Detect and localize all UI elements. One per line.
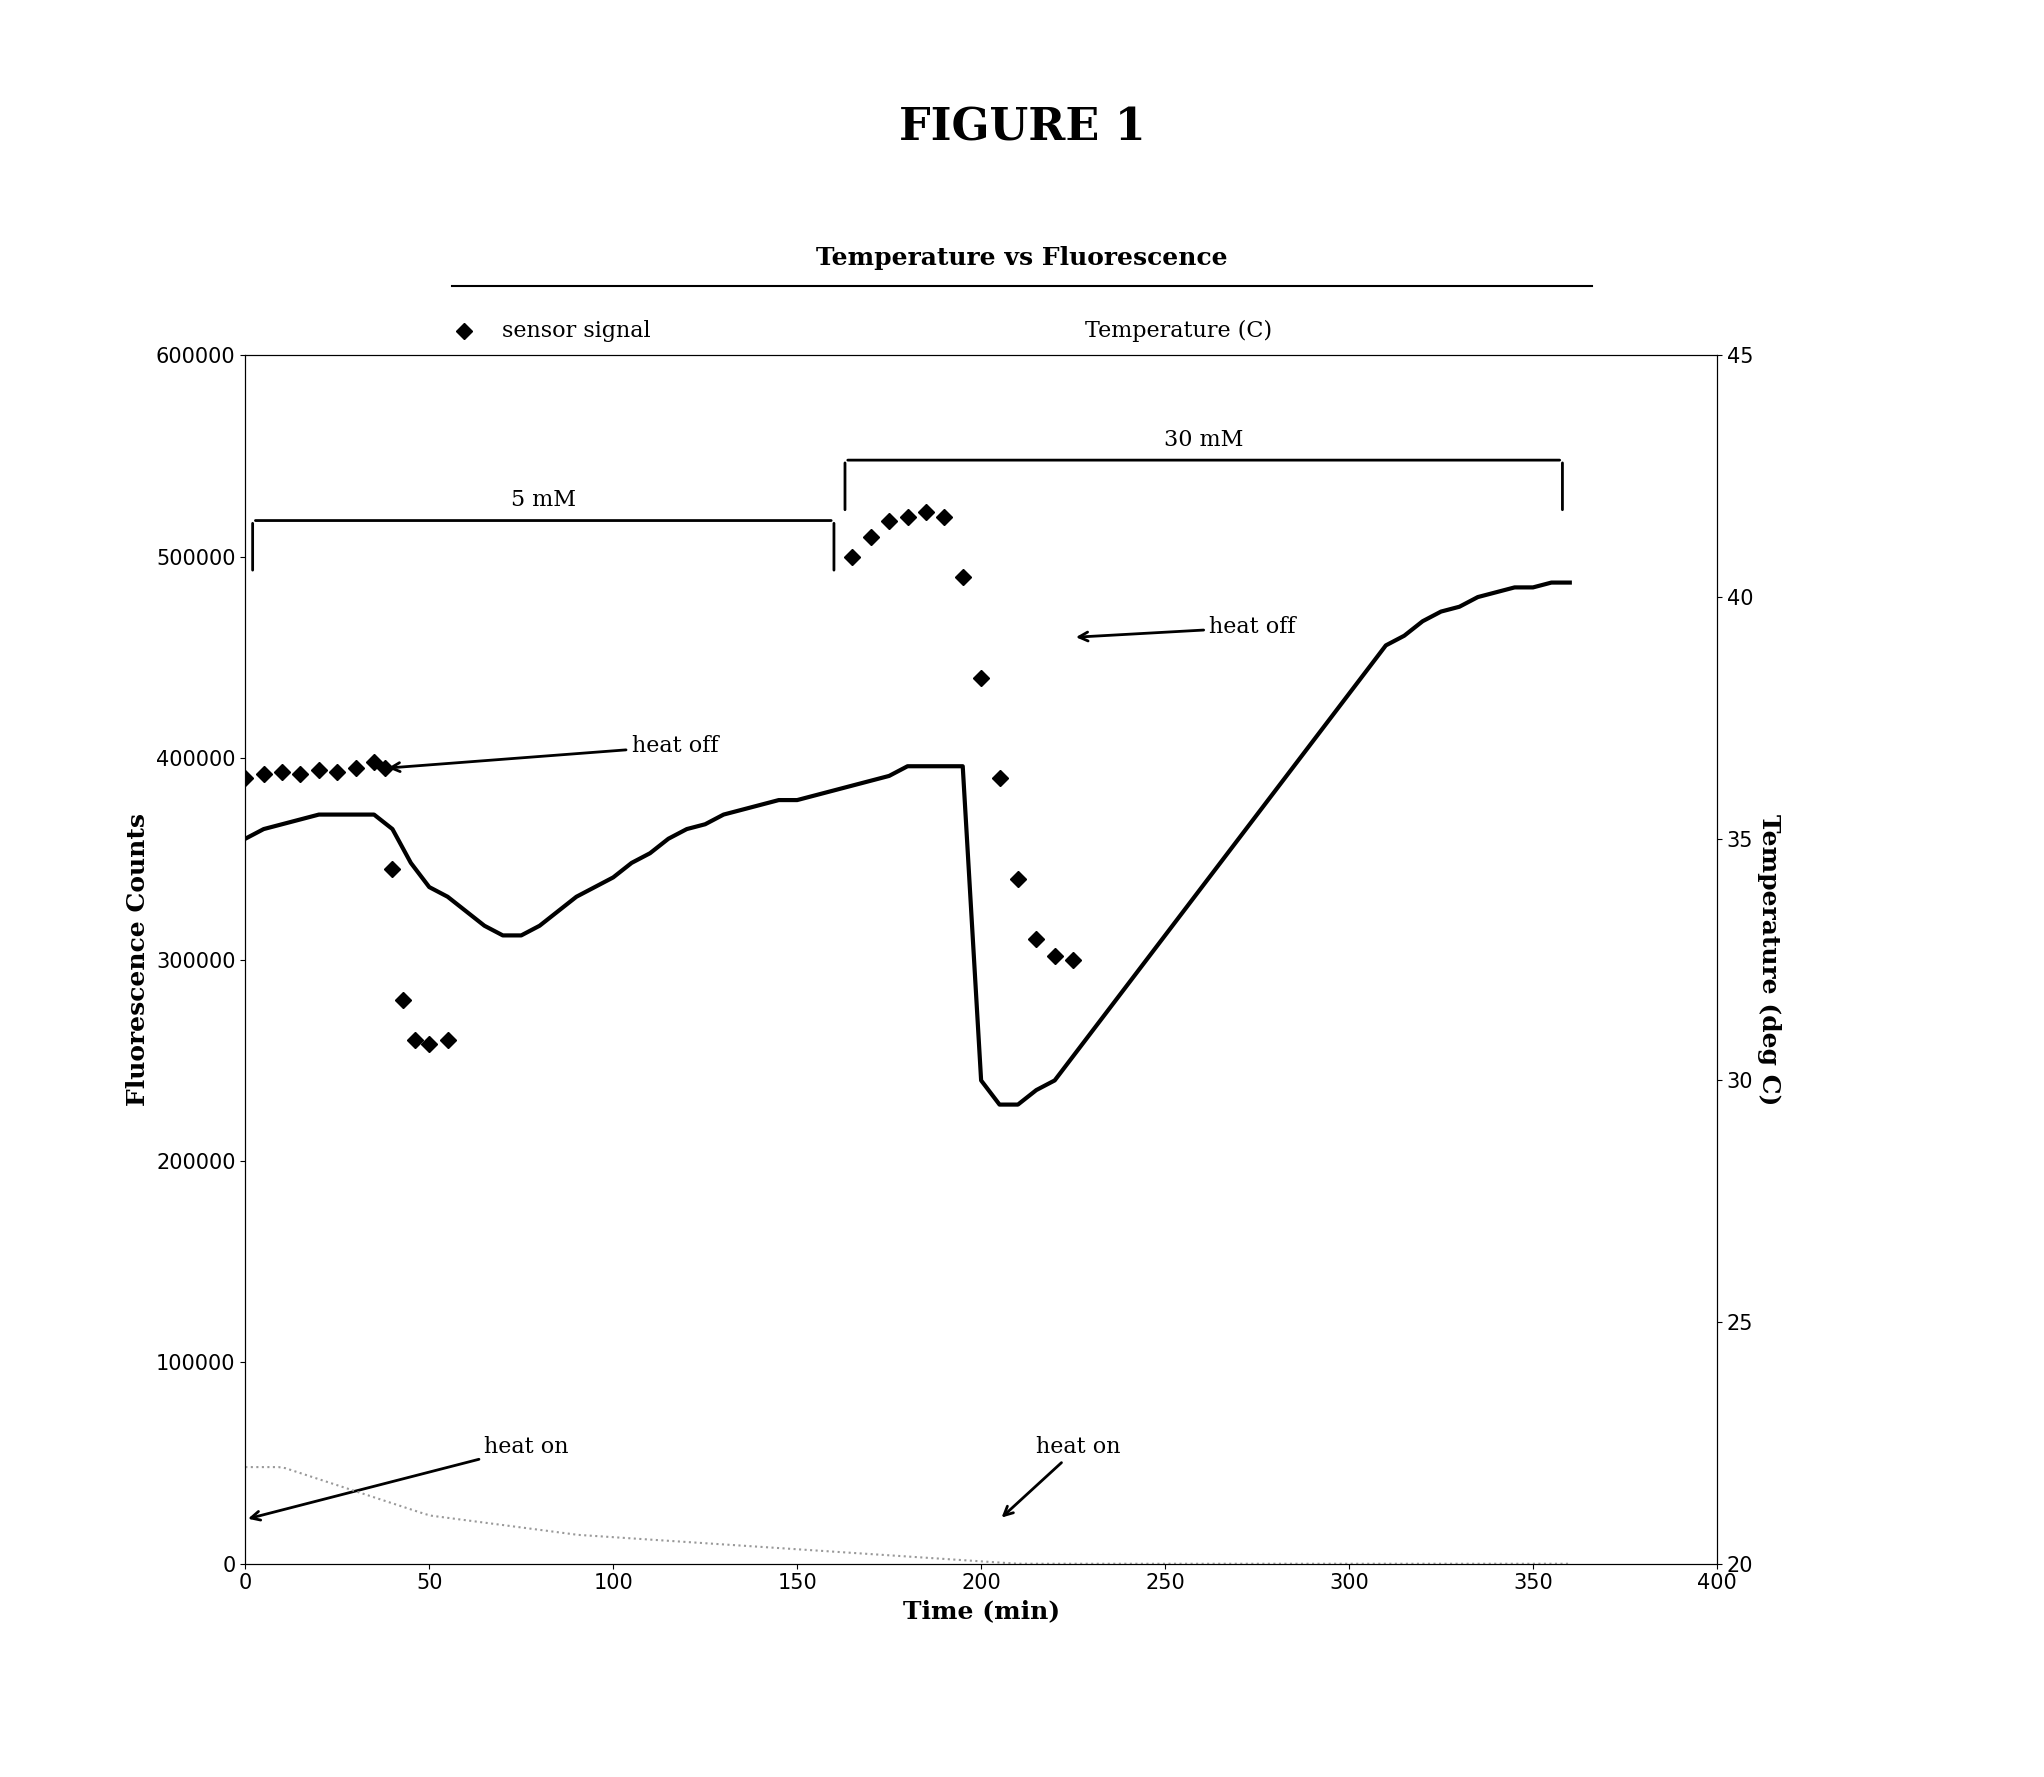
Text: 5 mM: 5 mM [511, 489, 576, 512]
Text: FIGURE 1: FIGURE 1 [899, 107, 1145, 149]
Text: heat off: heat off [1079, 617, 1296, 641]
X-axis label: Time (min): Time (min) [903, 1599, 1059, 1622]
Text: Temperature (C): Temperature (C) [1085, 320, 1273, 343]
Y-axis label: Fluorescence Counts: Fluorescence Counts [127, 814, 151, 1105]
Text: heat on: heat on [251, 1436, 568, 1519]
Text: 30 mM: 30 mM [1163, 428, 1243, 451]
Text: heat off: heat off [390, 736, 717, 771]
Text: heat on: heat on [1004, 1436, 1120, 1516]
Text: Temperature vs Fluorescence: Temperature vs Fluorescence [816, 247, 1228, 270]
Y-axis label: Temperature (deg C): Temperature (deg C) [1758, 814, 1780, 1105]
Text: sensor signal: sensor signal [503, 320, 652, 341]
